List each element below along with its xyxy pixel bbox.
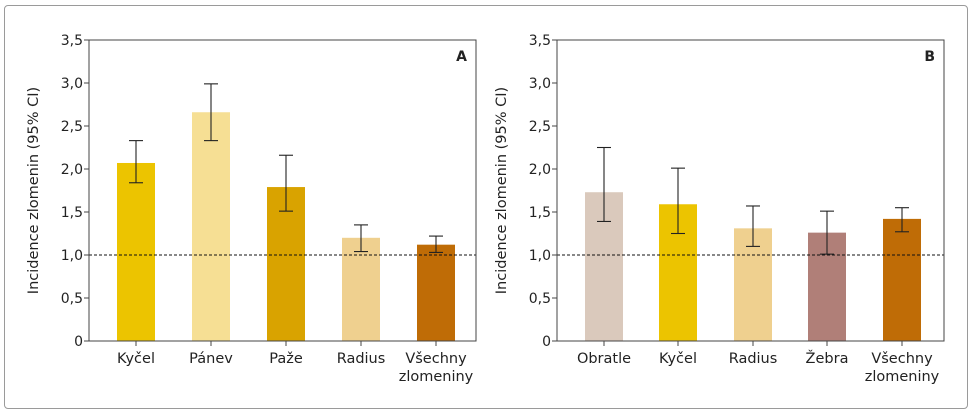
panel-b-category-label-5-line-2: zlomeniny — [865, 369, 940, 385]
panel-a-ytick-label-0: 0 — [74, 334, 83, 350]
panel-b-plot-frame — [556, 39, 945, 342]
panel-a-y-axis-title: Incidence zlomenin (95% CI) — [26, 87, 42, 294]
panel-b-bar-5 — [883, 218, 921, 341]
panel-b-y-axis-title: Incidence zlomenin (95% CI) — [494, 87, 510, 294]
panel-a-label: A — [456, 49, 467, 65]
panel-a-bar-3 — [267, 187, 305, 341]
panel-b-ytick-label-0: 0 — [542, 334, 551, 350]
panel-b-category-label-5-line-1: Všechny — [871, 351, 933, 367]
panel-a-ytick-label-5: 2,5 — [61, 119, 83, 135]
panel-b-label: B — [924, 49, 935, 65]
panel-b-category-label-2: Kyčel — [659, 351, 697, 367]
panel-b-ytick-label-4: 2,0 — [529, 162, 551, 178]
panel-a-bar-1 — [117, 162, 155, 341]
panel-a-category-label-5-line-2: zlomeniny — [399, 369, 474, 385]
panel-a-ytick-label-7: 3,5 — [61, 33, 83, 49]
panel-a-plot-frame — [88, 39, 477, 342]
panel-a-bar-4 — [342, 237, 380, 341]
panel-a-ytick-label-6: 3,0 — [61, 76, 83, 92]
figure-frame — [4, 5, 968, 409]
panel-b-category-label-1: Obratle — [577, 351, 631, 367]
panel-a-category-label-1: Kyčel — [117, 351, 155, 367]
panel-a-ytick-label-1: 0,5 — [61, 291, 83, 307]
panel-b-ytick-label-5: 2,5 — [529, 119, 551, 135]
panel-a-bar-2 — [192, 112, 230, 342]
panel-a-ytick-label-3: 1,5 — [61, 205, 83, 221]
panel-b-category-label-3: Radius — [729, 351, 778, 367]
panel-b-ytick-label-6: 3,0 — [529, 76, 551, 92]
panel-b-ytick-label-3: 1,5 — [529, 205, 551, 221]
panel-b-ytick-label-1: 0,5 — [529, 291, 551, 307]
panel-b-ytick-label-2: 1,0 — [529, 248, 551, 264]
panel-a-category-label-2: Pánev — [189, 351, 233, 367]
panel-b-ytick-label-7: 3,5 — [529, 33, 551, 49]
panel-b-category-label-4: Žebra — [806, 349, 849, 367]
panel-a-category-label-4: Radius — [337, 351, 386, 367]
panel-a-category-label-3: Paže — [269, 351, 303, 367]
panel-a-category-label-5-line-1: Všechny — [405, 351, 467, 367]
panel-a-ytick-label-4: 2,0 — [61, 162, 83, 178]
panel-a-bar-5 — [417, 244, 455, 341]
panel-a-ytick-label-2: 1,0 — [61, 248, 83, 264]
panel-b-bar-3 — [734, 228, 772, 341]
